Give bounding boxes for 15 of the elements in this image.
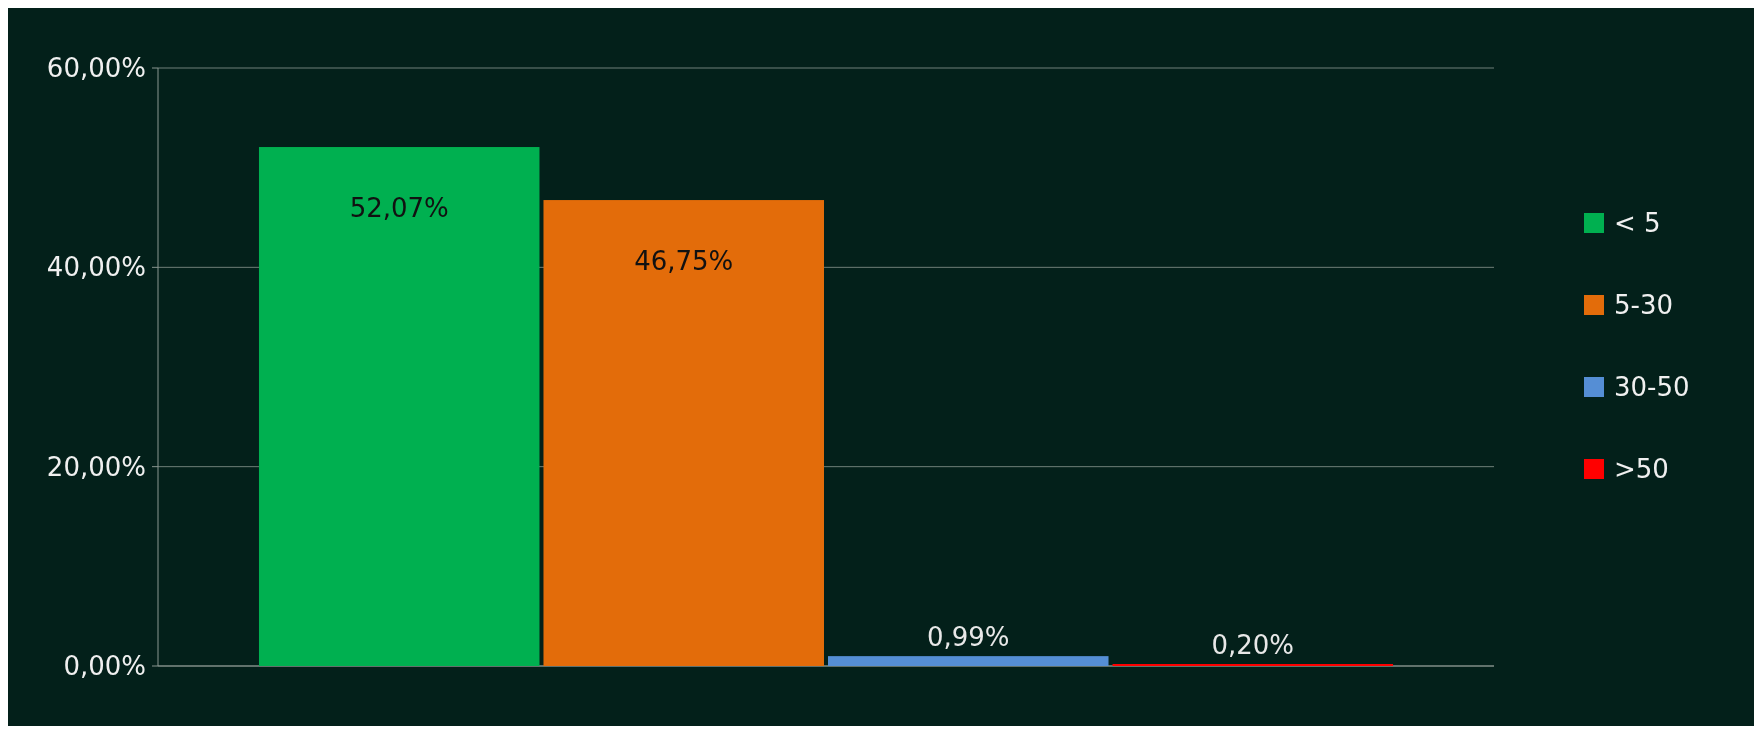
- data-label: 0,20%: [1211, 630, 1295, 661]
- y-tick-label: 40,00%: [46, 252, 146, 283]
- legend-label: 5-30: [1614, 290, 1674, 321]
- legend-label: >50: [1614, 454, 1669, 485]
- data-label: 0,99%: [926, 622, 1010, 653]
- y-tick-label: 0,00%: [63, 651, 146, 682]
- y-tick-label: 60,00%: [46, 53, 146, 84]
- data-label: 46,75%: [634, 246, 734, 277]
- legend-label: 30-50: [1614, 372, 1690, 403]
- data-label: 52,07%: [349, 193, 449, 224]
- y-tick-label: 20,00%: [46, 451, 146, 482]
- legend-label: < 5: [1614, 208, 1661, 239]
- bar: [828, 656, 1109, 666]
- bar: [258, 147, 540, 666]
- bar: [543, 200, 824, 666]
